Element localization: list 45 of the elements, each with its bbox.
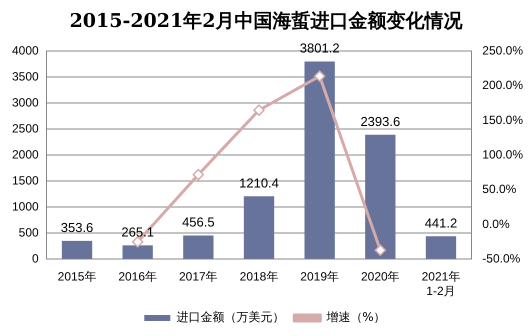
bar [426,236,456,259]
y-tick-label: 1500 [12,174,40,188]
data-label: 3801.2 [300,40,340,56]
x-tick-label: 2015年 [58,270,96,284]
bar [365,134,396,259]
y-tick-label: 4000 [12,44,40,58]
data-label: 456.5 [182,214,215,230]
data-label: 1210.4 [239,175,279,190]
point [192,168,204,180]
chart-title: 2015-2021年2月中国海蜇进口金额变化情况 [68,9,464,34]
y2-tick-label: 50.0% [482,182,517,196]
y2-tick-label: 150.0% [482,112,524,127]
data-label: 2393.6 [360,114,400,129]
y2-tick-label: 100.0% [482,148,524,162]
bar [62,240,92,259]
data-label: 265.1 [121,224,154,240]
y-tick-label: 3000 [12,96,40,110]
x-tick-label: 2017年 [178,270,218,284]
legend-label: 增速（%） [325,310,386,324]
bar [183,235,214,259]
y2-tick-label: -50.0% [482,252,521,266]
y2-tick-label: 0.0% [482,216,510,231]
bar [244,196,274,259]
y-tick-label: 0 [32,252,40,266]
bar [304,62,335,259]
point [374,244,386,256]
y2-tick-label: 250.0% [482,44,524,58]
y2-tick-label: 200.0% [482,78,524,92]
x-tick-label: 2019年 [300,270,340,284]
point [132,236,144,248]
x-tick-label: 2020年 [360,270,400,284]
y-tick-label: 2500 [12,122,40,136]
data-label: 353.6 [60,220,94,235]
data-label: 441.2 [424,215,458,230]
bar [122,245,153,259]
point [314,70,326,82]
x-tick-label: 2016年 [118,270,158,284]
point [253,104,265,116]
legend-label: 进口金额（万美元） [176,310,284,324]
y-tick-label: 500 [18,226,40,240]
y-tick-label: 2000 [12,148,40,162]
y-tick-label: 3500 [12,70,40,84]
y-tick-label: 1000 [12,200,40,214]
x-tick-label: 2018年 [240,270,278,284]
x-tick-label: 2021年1-2月 [422,270,460,298]
